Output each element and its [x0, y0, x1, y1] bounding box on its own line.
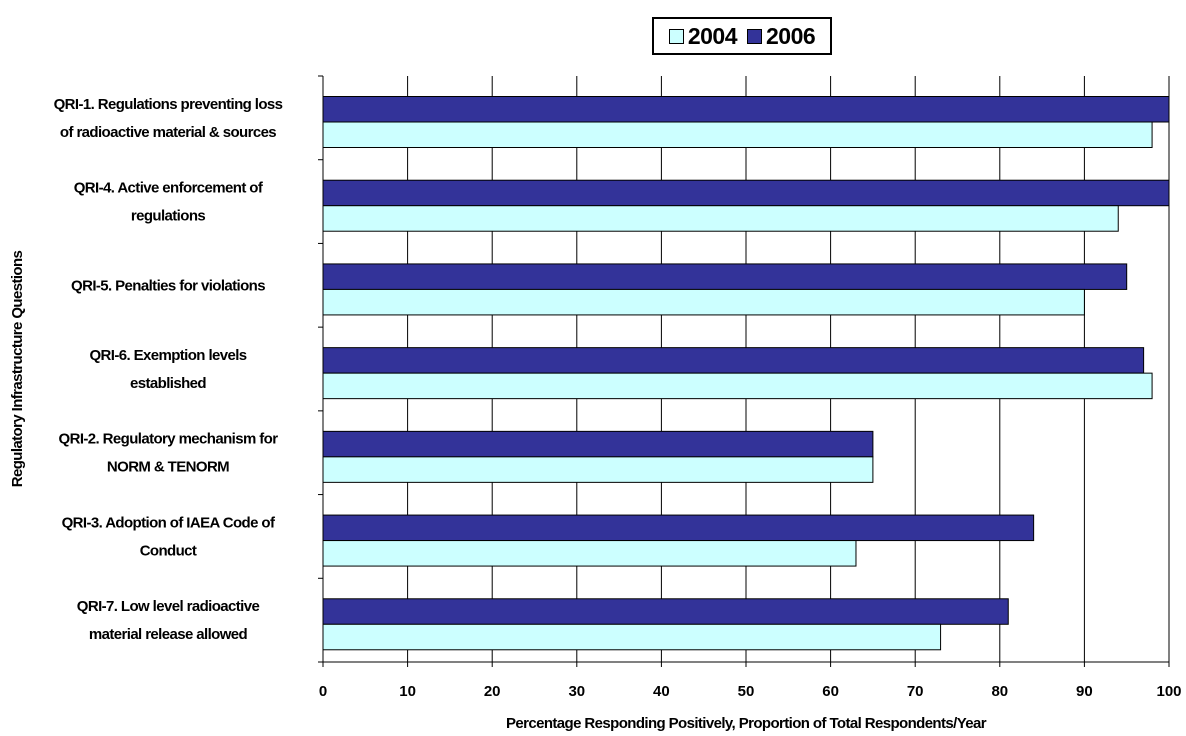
y-axis-title: Regulatory Infrastructure Questions: [9, 250, 26, 487]
category-labels: QRI-1. Regulations preventing loss of rad…: [54, 96, 284, 643]
x-tick-label: 30: [568, 683, 585, 700]
x-tick-label: 50: [738, 683, 755, 700]
bar-2004-7: [322, 623, 942, 651]
x-tick-label: 70: [907, 683, 924, 700]
bar-2006-4: [322, 347, 1145, 374]
x-tick-label: 0: [319, 683, 327, 700]
axes: [318, 75, 1170, 667]
category-label: QRI-7. Low level radioactive material rel…: [77, 598, 260, 643]
legend-swatch-2006: [747, 28, 762, 44]
category-label: QRI-5. Penalties for violations: [71, 277, 265, 294]
bar-2006-6: [322, 514, 1035, 542]
x-tick-labels: 0 10 20 30 40 50 60 70 80 90 100: [319, 683, 1182, 700]
x-tick-label: 80: [991, 683, 1008, 700]
x-axis-title: Percentage Responding Positively, Propor…: [506, 715, 987, 732]
bar-2006-7: [322, 598, 1009, 625]
x-tick-label: 40: [653, 683, 670, 700]
legend-label-2006: 2006: [766, 22, 816, 49]
bar-2006-5: [322, 430, 874, 458]
category-label: QRI-4. Active enforcement of regulations: [74, 180, 264, 225]
bar-2004-2: [322, 205, 1119, 232]
x-tick-label: 10: [399, 683, 416, 700]
x-tick-label: 60: [822, 683, 839, 700]
bars: [322, 96, 1170, 651]
x-tick-label: 100: [1156, 683, 1181, 700]
x-tick-label: 20: [484, 683, 501, 700]
bar-2004-6: [322, 540, 857, 567]
bar-2004-4: [322, 372, 1153, 400]
category-label: QRI-3. Adoption of IAEA Code of Conduct: [62, 514, 276, 559]
bar-2004-5: [322, 456, 874, 483]
legend: 2004 2006: [652, 17, 832, 55]
category-label: QRI-1. Regulations preventing loss of rad…: [54, 96, 283, 141]
legend-item-2006: 2006: [747, 22, 816, 50]
bar-2004-3: [322, 288, 1085, 316]
x-tick-label: 90: [1076, 683, 1093, 700]
bar-2006-3: [322, 263, 1128, 290]
legend-label-2004: 2004: [687, 22, 738, 49]
category-label: QRI-6. Exemption levels established: [89, 347, 246, 392]
bar-2004-1: [322, 121, 1153, 148]
category-label: QRI-2. Regulatory mechanism for NORM & TE…: [59, 431, 279, 476]
bar-2006-1: [322, 96, 1170, 123]
legend-swatch-2004: [668, 28, 684, 44]
bar-2006-2: [322, 179, 1170, 207]
legend-item-2004: 2004: [668, 22, 738, 50]
